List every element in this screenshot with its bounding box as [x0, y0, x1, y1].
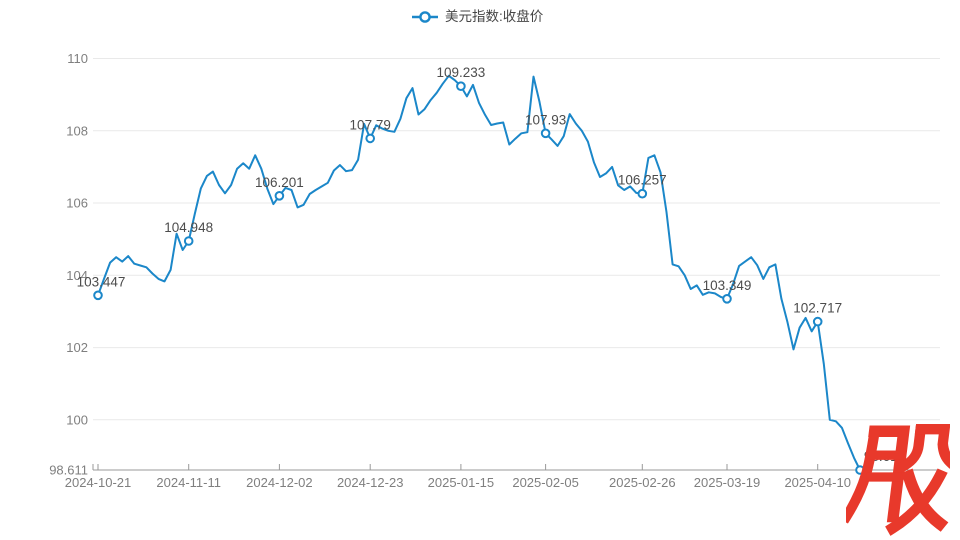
data-point-marker[interactable]: [93, 290, 103, 301]
data-point-label: 107.93: [525, 112, 566, 127]
data-point-marker[interactable]: [637, 188, 648, 199]
data-point-label: 103.447: [77, 274, 126, 289]
series-line-marker-icon: [412, 11, 438, 23]
x-axis-tick-label: 2024-11-11: [156, 475, 221, 490]
data-point-marker[interactable]: [183, 236, 194, 246]
y-axis-tick-label: 108: [66, 123, 88, 138]
y-axis-tick-label: 100: [66, 412, 88, 427]
y-axis-tick-label: 110: [67, 51, 88, 66]
x-axis-tick-label: 2025-04-10: [784, 475, 851, 490]
data-point-marker[interactable]: [722, 294, 732, 304]
data-point-label: 98.611: [864, 449, 904, 464]
legend-label: 美元指数:收盘价: [445, 9, 544, 24]
data-point-label: 102.717: [793, 301, 842, 316]
x-axis-tick-label: 2025-03-19: [694, 475, 761, 490]
x-axis-tick-label: 2024-12-23: [337, 475, 404, 490]
data-point-marker[interactable]: [855, 465, 865, 475]
y-axis-tick-label: 106: [66, 196, 88, 211]
data-point-label: 104.948: [164, 220, 213, 235]
data-point-label: 106.201: [255, 175, 304, 190]
data-point-label: 109.233: [436, 65, 485, 80]
y-axis-tick-label: 102: [66, 340, 88, 355]
series-line: [97, 74, 861, 471]
data-point-label: 106.257: [618, 173, 667, 188]
data-point-label: 103.349: [703, 278, 752, 293]
data-point-marker[interactable]: [812, 316, 823, 327]
data-point-marker[interactable]: [456, 81, 466, 91]
data-point-marker[interactable]: [274, 191, 285, 201]
x-axis-tick-label: 2025-02-05: [512, 475, 579, 490]
x-axis-tick-label: 2025-01-15: [428, 475, 495, 490]
y-axis-tick-label: 104: [66, 268, 88, 283]
data-point-marker[interactable]: [365, 133, 376, 144]
data-point-label: 107.79: [350, 117, 391, 132]
y-axis-min-label: 98.611: [49, 463, 88, 478]
x-axis-tick-label: 2024-10-21: [65, 475, 132, 490]
x-axis-tick-label: 2025-02-26: [609, 475, 676, 490]
data-point-marker[interactable]: [540, 128, 551, 139]
legend-item[interactable]: 美元指数:收盘价: [412, 7, 543, 27]
x-axis-tick-label: 2024-12-02: [246, 475, 313, 490]
